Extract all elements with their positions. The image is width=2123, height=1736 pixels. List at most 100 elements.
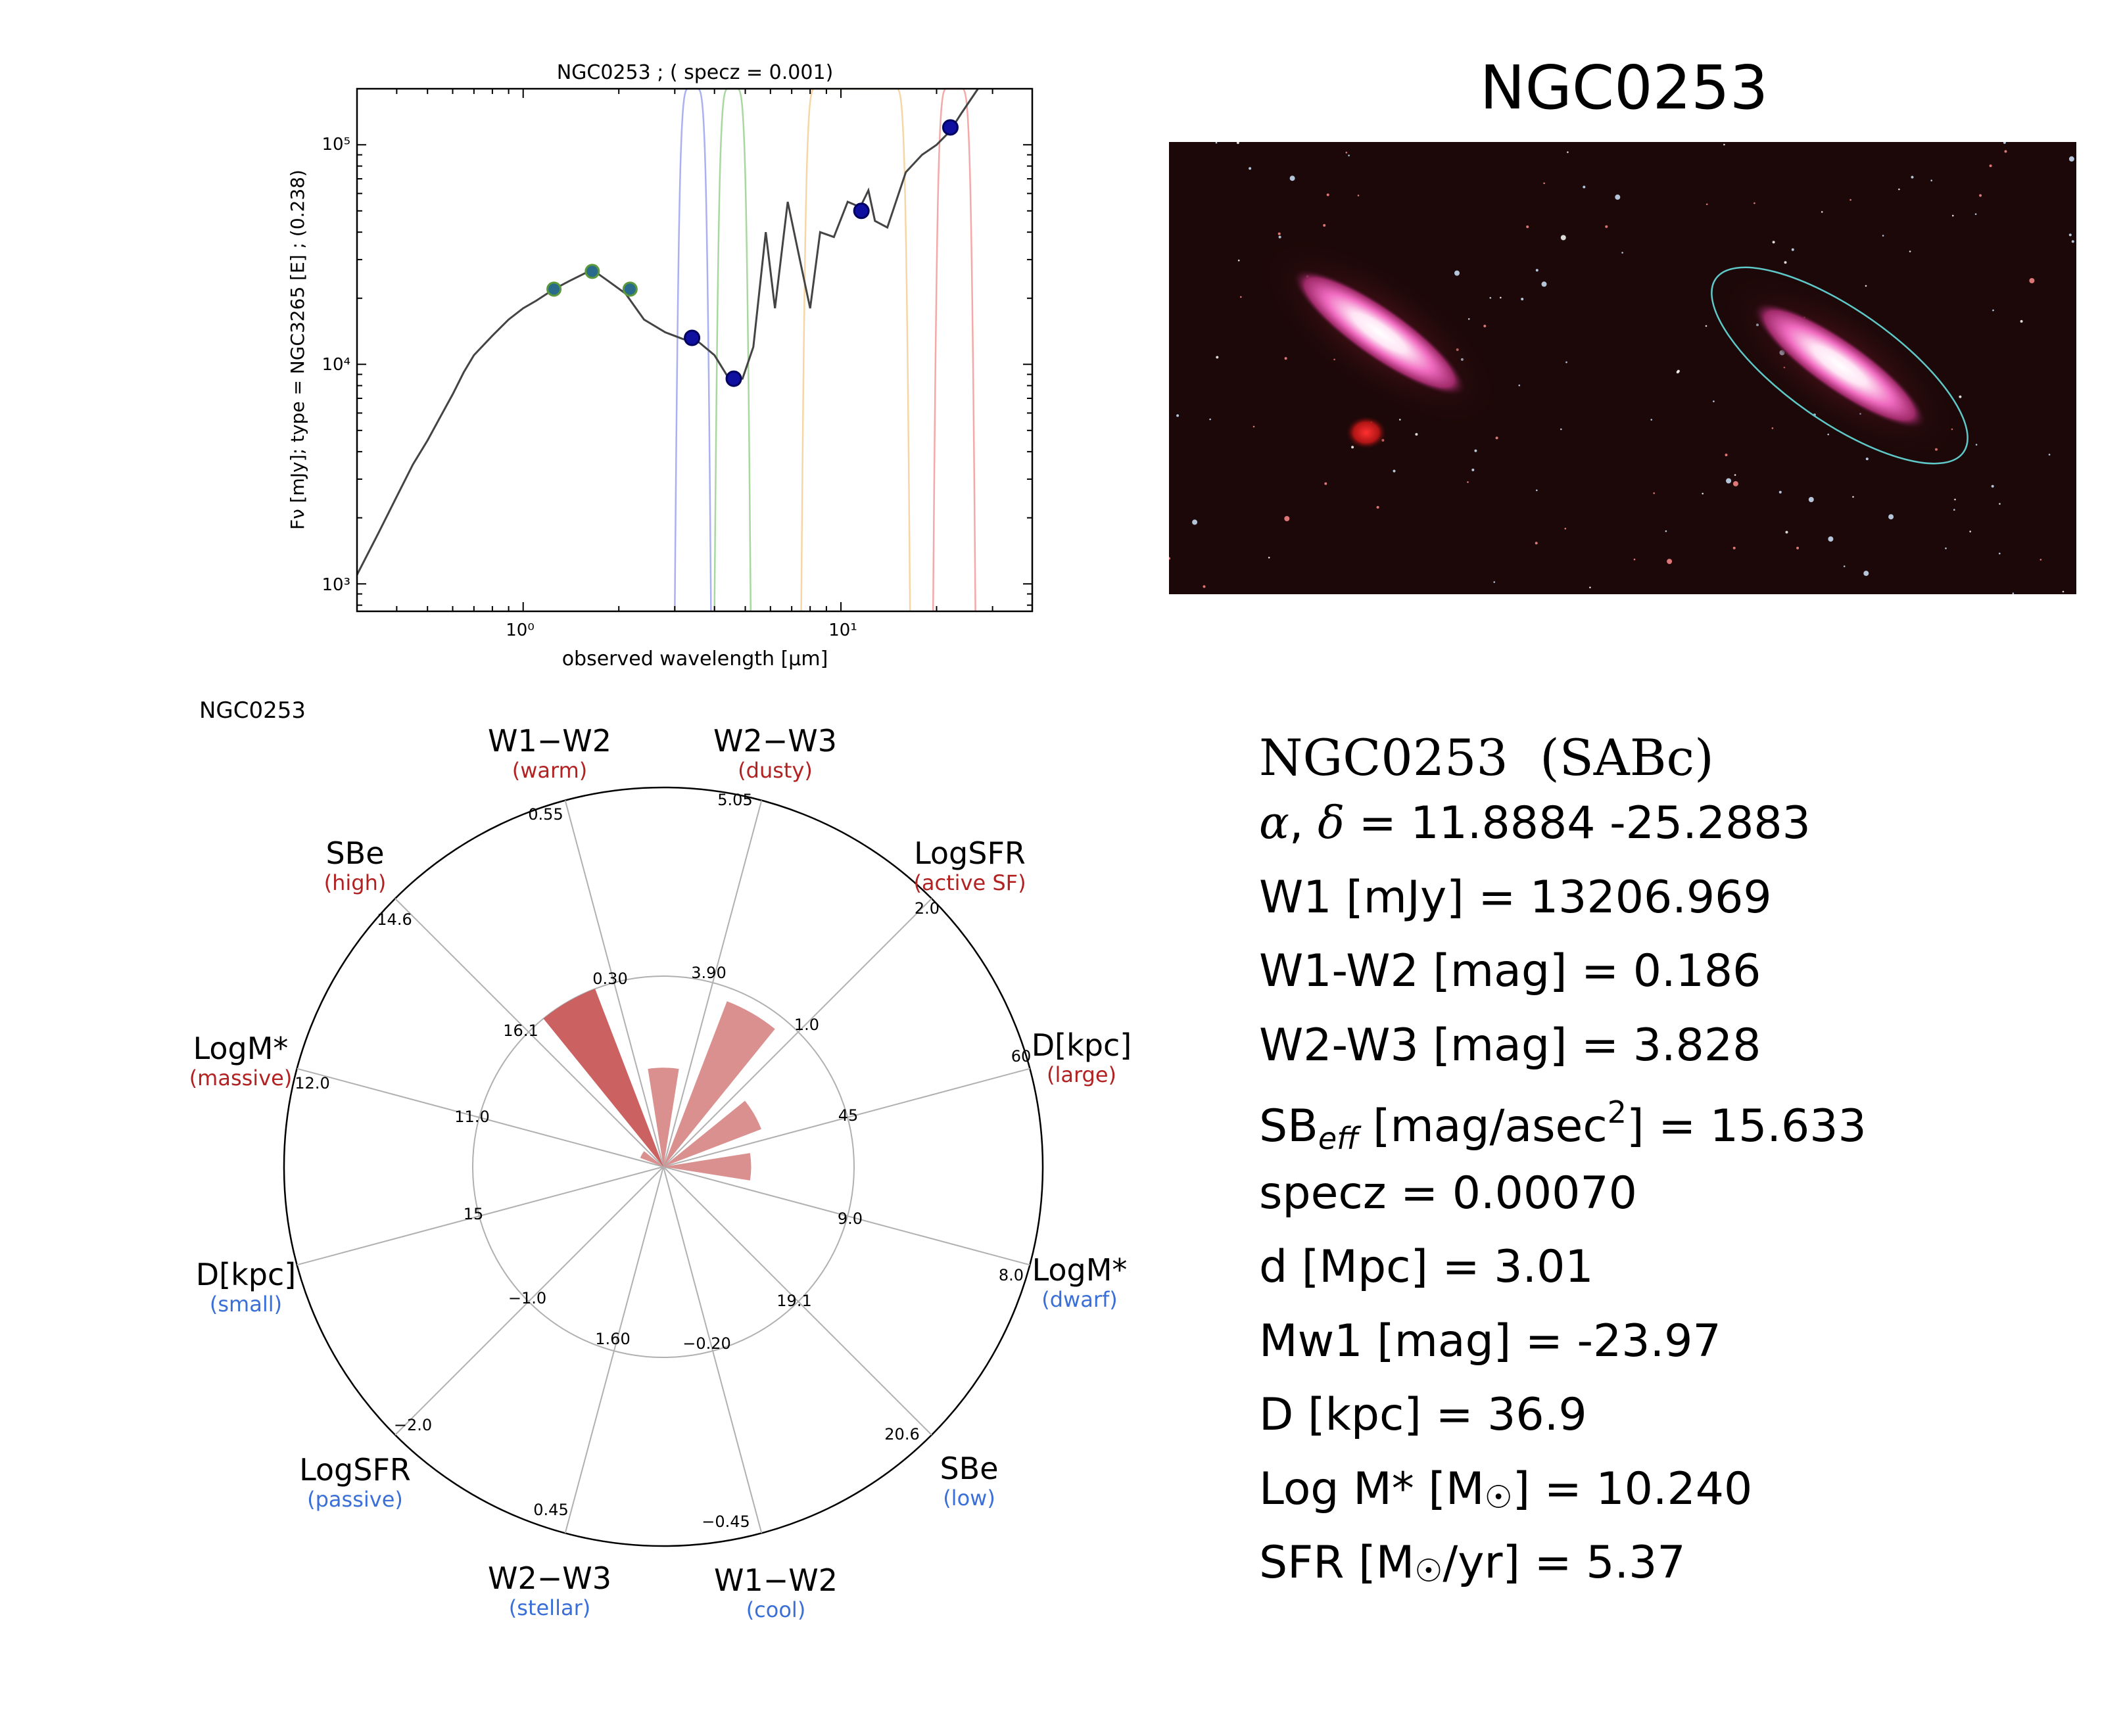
polar-grid-circle <box>472 975 855 1358</box>
star <box>1415 433 1418 436</box>
image-title: NGC0253 <box>1479 53 1769 123</box>
polar-axis-label: W2−W3 <box>713 723 837 759</box>
polar-axis-sublabel: (low) <box>943 1486 995 1511</box>
sb-value: ] = 15.633 <box>1627 1100 1867 1152</box>
star <box>1771 427 1774 429</box>
star <box>1930 179 1932 181</box>
star <box>1852 496 1854 498</box>
star <box>1192 519 1198 525</box>
polar-axis-label: W1−W2 <box>488 723 611 759</box>
red-source <box>1345 415 1387 450</box>
sed-xtick-label-10: 10¹ <box>828 621 857 640</box>
star <box>2068 156 2074 162</box>
star <box>2012 592 2015 594</box>
star <box>1865 285 1867 287</box>
star <box>1849 199 1851 201</box>
polar-outer-circle <box>283 786 1044 1547</box>
star <box>1541 281 1547 287</box>
aperture-ellipse <box>1711 266 1968 465</box>
logm-prefix: Log M* [M <box>1259 1463 1485 1515</box>
polar-tick-label: 19.1 <box>776 1292 811 1310</box>
polar-axis-label: LogM* <box>193 1031 289 1066</box>
star <box>1974 213 1977 216</box>
polar-tick-label: 5.05 <box>717 791 752 809</box>
polar-axis-sublabel: (stellar) <box>509 1595 590 1620</box>
sun-symbol-icon: ☉ <box>1414 1553 1443 1589</box>
star <box>1252 425 1255 428</box>
star <box>1249 167 1252 170</box>
polar-spoke <box>394 898 664 1167</box>
star <box>1808 497 1814 502</box>
star <box>1467 318 1470 320</box>
star <box>1589 586 1591 588</box>
polar-tick-label: 45 <box>838 1106 859 1125</box>
info-mw1: Mw1 [mag] = -23.97 <box>1259 1315 1721 1367</box>
polar-bar <box>663 1153 751 1181</box>
star <box>1911 176 1914 179</box>
star <box>1560 235 1566 241</box>
polar-tick-label: 1.60 <box>595 1330 630 1348</box>
polar-spoke <box>663 898 932 1167</box>
sb-sub: eff <box>1318 1121 1359 1156</box>
info-title: NGC0253 (SABc) <box>1259 728 1714 787</box>
photometry-point <box>684 329 701 346</box>
polar-tick-label: 9.0 <box>838 1209 863 1228</box>
star <box>1702 492 1704 495</box>
polar-tick-label: 15 <box>464 1205 484 1223</box>
star <box>1821 211 1823 213</box>
polar-tick-label: 14.6 <box>377 910 412 929</box>
star <box>1399 419 1401 421</box>
star <box>1778 490 1782 494</box>
star <box>1667 559 1673 565</box>
sun-symbol-icon: ☉ <box>1484 1478 1513 1516</box>
sed-title: NGC0253 ; ( specz = 0.001) <box>557 61 834 84</box>
polar-axis-label: D[kpc] <box>196 1257 296 1292</box>
star <box>1393 469 1396 473</box>
star <box>1713 400 1715 402</box>
polar-axis-sublabel: (active SF) <box>913 870 1026 895</box>
star <box>1785 530 1788 534</box>
polar-axis-sublabel: (dwarf) <box>1041 1287 1117 1312</box>
polar-tick-label: −0.45 <box>702 1513 750 1531</box>
star <box>1959 395 1962 398</box>
spectrum-line <box>356 88 979 576</box>
star <box>1791 248 1794 251</box>
polar-tick-label: 3.90 <box>691 964 726 982</box>
star <box>1583 185 1586 189</box>
star <box>1567 151 1569 153</box>
star <box>1284 357 1287 360</box>
polar-tick-label: 16.1 <box>503 1021 538 1040</box>
star <box>1653 492 1655 494</box>
star <box>1992 309 1994 312</box>
star <box>1989 164 1992 168</box>
star <box>1677 369 1680 373</box>
sed-plot: NGC0253 ; ( specz = 0.001) observed wave… <box>287 61 1034 670</box>
star <box>1535 269 1539 272</box>
star <box>1209 418 1211 421</box>
polar-axis-label: SBe <box>940 1451 998 1486</box>
sed-spectrum <box>356 88 979 576</box>
star <box>1898 188 1900 191</box>
logm-value: ] = 10.240 <box>1512 1463 1753 1515</box>
photometry-point <box>942 119 959 136</box>
polar-tick-label: 0.55 <box>528 805 563 824</box>
polar-tick-label: −0.20 <box>682 1334 731 1353</box>
star <box>2062 590 2064 593</box>
sb-sup: 2 <box>1607 1094 1627 1130</box>
sed-xlabel: observed wavelength [μm] <box>562 647 828 670</box>
sb-prefix: SB <box>1259 1100 1318 1152</box>
polar-spoke <box>297 1067 664 1167</box>
star <box>1969 530 1971 532</box>
photometry-point <box>584 264 600 279</box>
polar-axis-sublabel: (small) <box>210 1292 282 1317</box>
polar-tick-label: 0.30 <box>592 970 627 988</box>
polar-bar <box>543 989 663 1167</box>
info-panel: NGC0253 (SABc) α, δ = 11.8884 -25.2883 W… <box>1259 733 2081 1615</box>
star <box>1665 530 1667 532</box>
star <box>1203 585 1206 588</box>
star <box>1543 182 1545 185</box>
star <box>1536 489 1538 492</box>
star <box>1979 194 1982 197</box>
star <box>1560 428 1562 431</box>
star <box>1726 478 1732 484</box>
